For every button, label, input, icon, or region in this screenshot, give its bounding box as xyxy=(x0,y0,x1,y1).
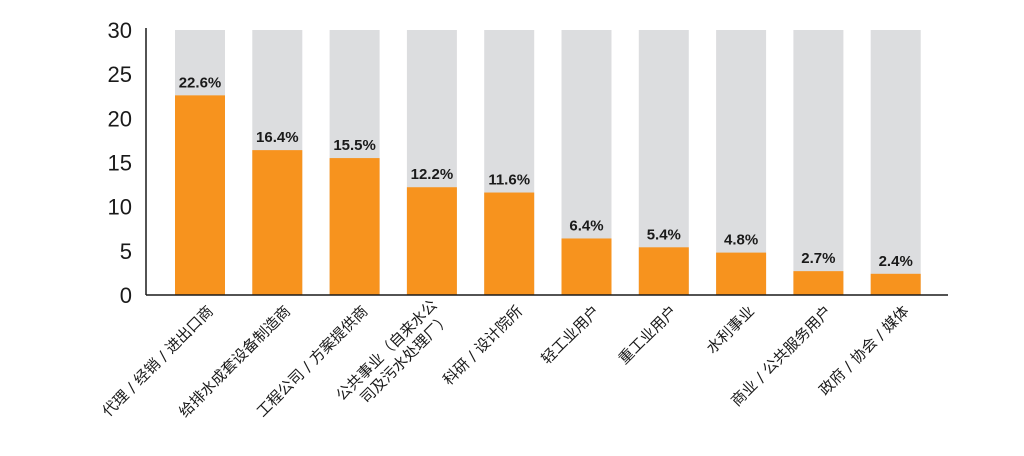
y-tick-label: 15 xyxy=(108,151,132,176)
bar xyxy=(329,158,380,295)
background-bar xyxy=(793,30,844,295)
data-label: 15.5% xyxy=(333,137,376,154)
data-label: 22.6% xyxy=(179,74,222,91)
y-tick-label: 25 xyxy=(108,62,132,87)
bar xyxy=(561,238,612,295)
y-tick-label: 20 xyxy=(108,106,132,131)
bar xyxy=(484,192,535,295)
category-label: 科研 / 设计院所 xyxy=(439,302,526,389)
data-label: 2.4% xyxy=(879,253,913,270)
y-tick-label: 10 xyxy=(108,195,132,220)
bar xyxy=(716,252,767,295)
data-label: 12.2% xyxy=(411,166,454,183)
category-label: 重工业用户 xyxy=(615,302,681,368)
bar xyxy=(638,247,689,295)
bar xyxy=(870,273,921,295)
background-bar xyxy=(716,30,767,295)
background-bar xyxy=(870,30,921,295)
bar xyxy=(252,150,303,295)
bar xyxy=(793,271,844,295)
y-tick-labels: 0 5 10 15 20 25 30 xyxy=(108,18,132,308)
y-tick-label: 5 xyxy=(120,239,132,264)
data-label: 2.7% xyxy=(801,250,835,267)
category-label: 轻工业用户 xyxy=(538,302,604,368)
data-label: 6.4% xyxy=(569,217,603,234)
y-tick-label: 30 xyxy=(108,18,132,43)
bar xyxy=(175,95,225,295)
value-labels: 22.6% 16.4% 15.5% 12.2% 11.6% 6.4% 5.4% 4.8% 2.7… xyxy=(179,74,913,269)
data-label: 11.6% xyxy=(488,172,530,189)
bar xyxy=(406,187,457,295)
data-label: 5.4% xyxy=(647,226,681,243)
category-label: 水利事业 xyxy=(703,302,758,357)
data-label: 16.4% xyxy=(256,129,299,146)
data-bars xyxy=(175,95,921,295)
data-label: 4.8% xyxy=(724,232,758,249)
y-tick-label: 0 xyxy=(120,283,132,308)
